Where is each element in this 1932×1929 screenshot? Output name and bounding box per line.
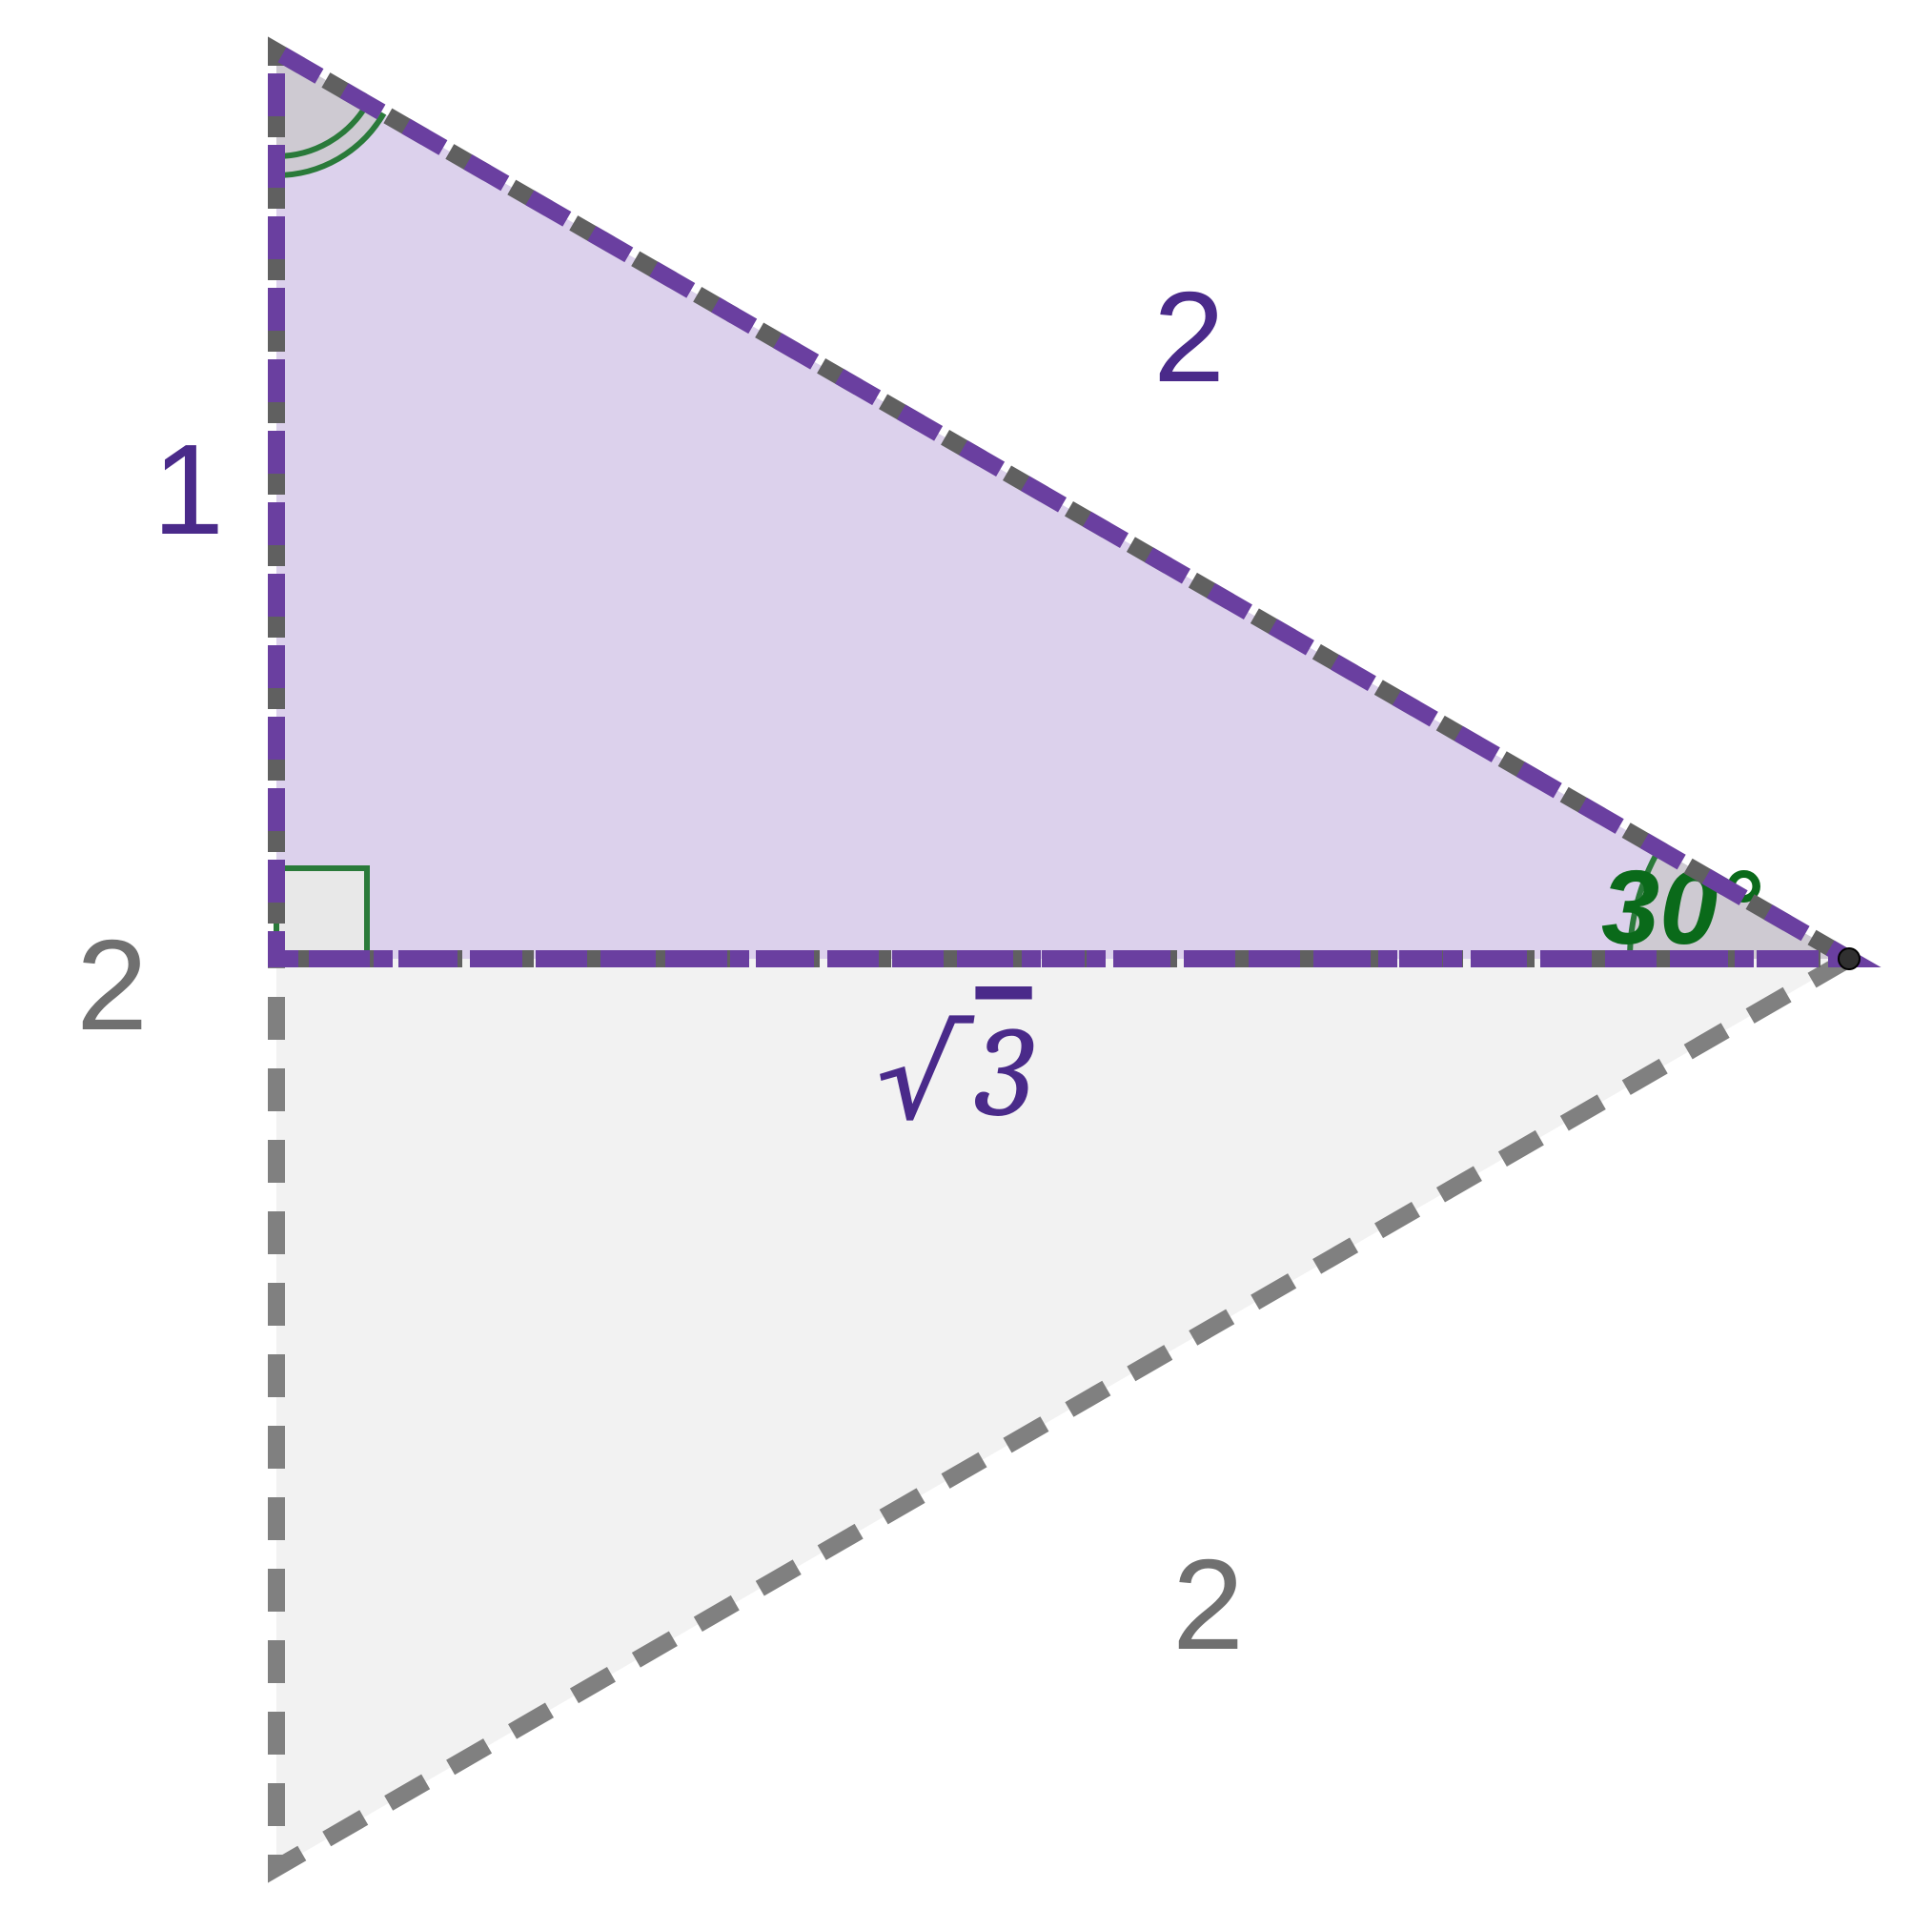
vertex-point	[1839, 948, 1860, 969]
svg-text:√3: √3	[877, 999, 1033, 1147]
triangle-diagram: 30° 1 2 √3 2 2	[0, 0, 1932, 1929]
angle-30-label: 30°	[1601, 849, 1760, 966]
side-label-3: 2	[76, 913, 148, 1057]
side-label-0: 1	[153, 417, 224, 561]
label-sqrt3: √3	[877, 999, 1033, 1147]
right-angle-marker	[276, 868, 367, 959]
side-label-4: 2	[1172, 1533, 1244, 1676]
side-label-1: 2	[1153, 265, 1225, 409]
